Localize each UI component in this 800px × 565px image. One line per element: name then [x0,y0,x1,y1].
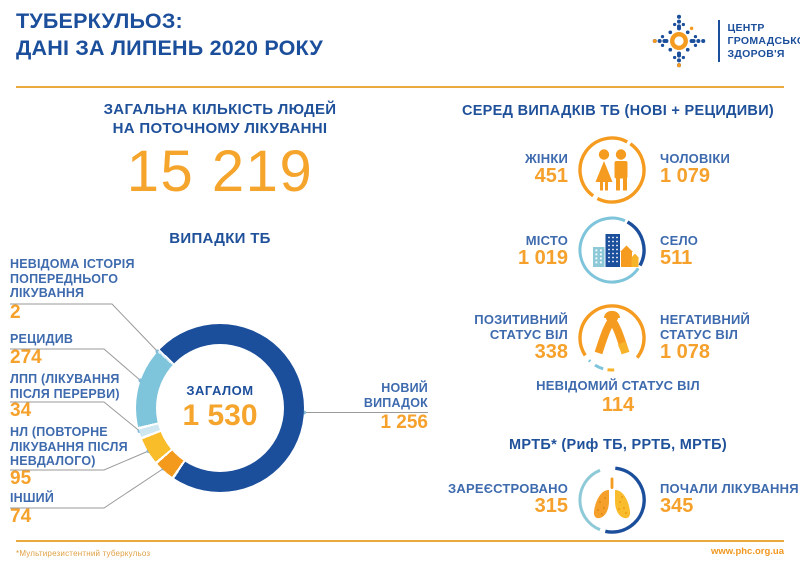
tb-cases-donut-chart: ЗАГАЛОМ 1 530 [136,324,304,492]
footer-divider [16,540,784,542]
village-stat: СЕЛО 511 [660,233,699,269]
donut-center-label: ЗАГАЛОМ 1 530 [182,383,258,432]
lungs-icon [578,466,646,534]
callout-unknown-history: НЕВІДОМА ІСТОРІЯ ПОПЕРЕДНЬОГО ЛІКУВАННЯ [10,257,135,300]
callout-new-case-value: 1 256 [380,412,428,433]
callout-other: ІНШИЙ [10,491,55,505]
men-stat: ЧОЛОВІКИ 1 079 [660,151,731,187]
hiv-negative-stat: НЕГАТИВНИЙ СТАТУС ВІЛ 1 078 [660,312,751,363]
phc-logo: ЦЕНТР ГРОМАДСЬКОГО ЗДОРОВ'Я [648,10,800,72]
page-title: ТУБЕРКУЛЬОЗ: ДАНІ ЗА ЛИПЕНЬ 2020 РОКУ [16,8,323,62]
callout-new-case: НОВИЙ ВИПАДОК [363,381,428,410]
mdr-heading: МРТБ* (Риф ТБ, РРТБ, МРТБ) [509,437,727,453]
callout-retreatment: НЛ (ПОВТОРНЕ ЛІКУВАННЯ ПІСЛЯ НЕВДАЛОГО) [10,425,128,468]
page-title-line2: ДАНІ ЗА ЛИПЕНЬ 2020 РОКУ [16,36,323,60]
footnote: *Мультирезистентний туберкульоз [16,549,151,558]
callout-retreatment-value: 95 [10,468,32,489]
among-cases-heading: СЕРЕД ВИПАДКІВ ТБ (НОВІ + РЕЦИДИВИ) [461,103,775,119]
city-stat: МІСТО 1 019 [517,233,568,269]
phc-logo-icon [652,14,706,68]
hiv-unknown-label: НЕВІДОМИЙ СТАТУС ВІЛ [536,378,700,393]
logo-text: ЦЕНТР ГРОМАДСЬКОГО ЗДОРОВ'Я [727,21,800,60]
callout-relapse-value: 274 [10,347,42,368]
callout-after-interruption: ЛПП (ЛІКУВАННЯ ПІСЛЯ ПЕРЕРВИ) [10,372,120,401]
callout-relapse: РЕЦИДИВ [10,332,74,346]
ribbon-icon [578,304,646,372]
tb-cases-heading: ВИПАДКИ ТБ [169,230,271,247]
mdr-registered-stat: ЗАРЕЄСТРОВАНО 315 [448,481,568,517]
page-title-line1: ТУБЕРКУЛЬОЗ: [16,9,183,33]
women-stat: ЖІНКИ 451 [524,151,568,187]
hiv-positive-stat: ПОЗИТИВНИЙ СТАТУС ВІЛ 338 [474,312,568,363]
header-divider [16,86,784,88]
gender-icon [578,136,646,204]
hiv-unknown-value: 114 [601,394,635,416]
website-link[interactable]: www.phc.org.ua [710,546,784,557]
mdr-started-treatment-stat: ПОЧАЛИ ЛІКУВАННЯ 345 [660,481,799,517]
logo-divider [718,20,720,62]
callout-unknown-history-value: 2 [10,302,21,323]
callout-after-interruption-value: 34 [10,400,32,421]
total-on-treatment-heading: ЗАГАЛЬНА КІЛЬКІСТЬ ЛЮДЕЙ НА ПОТОЧНОМУ ЛІ… [103,101,337,137]
city-icon [578,216,646,284]
total-on-treatment-value: 15 219 [126,139,314,204]
callout-other-value: 74 [10,506,32,527]
